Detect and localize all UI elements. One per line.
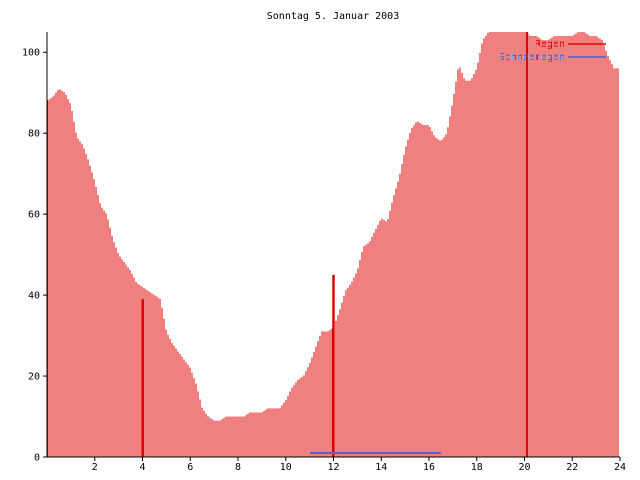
y-tick-label: 80 [28,129,40,140]
x-tick-label: 20 [518,462,530,473]
x-tick-label: 10 [280,462,292,473]
y-tick-label: 0 [34,453,40,464]
y-tick-label: 60 [28,210,40,221]
x-tick-label: 8 [235,462,241,473]
plot-area [47,32,619,457]
y-tick-label: 40 [28,291,40,302]
x-tick-label: 12 [327,462,339,473]
x-tick-label: 24 [614,462,626,473]
x-tick-label: 6 [187,462,193,473]
x-tick-label: 18 [471,462,483,473]
x-tick-label: 16 [423,462,435,473]
y-tick-label: 100 [22,48,40,59]
y-tick-label: 20 [28,372,40,383]
x-tick-label: 22 [566,462,578,473]
x-tick-label: 4 [139,462,145,473]
legend-label-series1: Regen [535,39,565,50]
chart-title: Sonntag 5. Januar 2003 [267,11,399,22]
legend-label-series2: Schneeregen [499,52,565,63]
x-tick-label: 2 [92,462,98,473]
x-tick-label: 14 [375,462,387,473]
legend: Regen Schneeregen [499,39,606,63]
